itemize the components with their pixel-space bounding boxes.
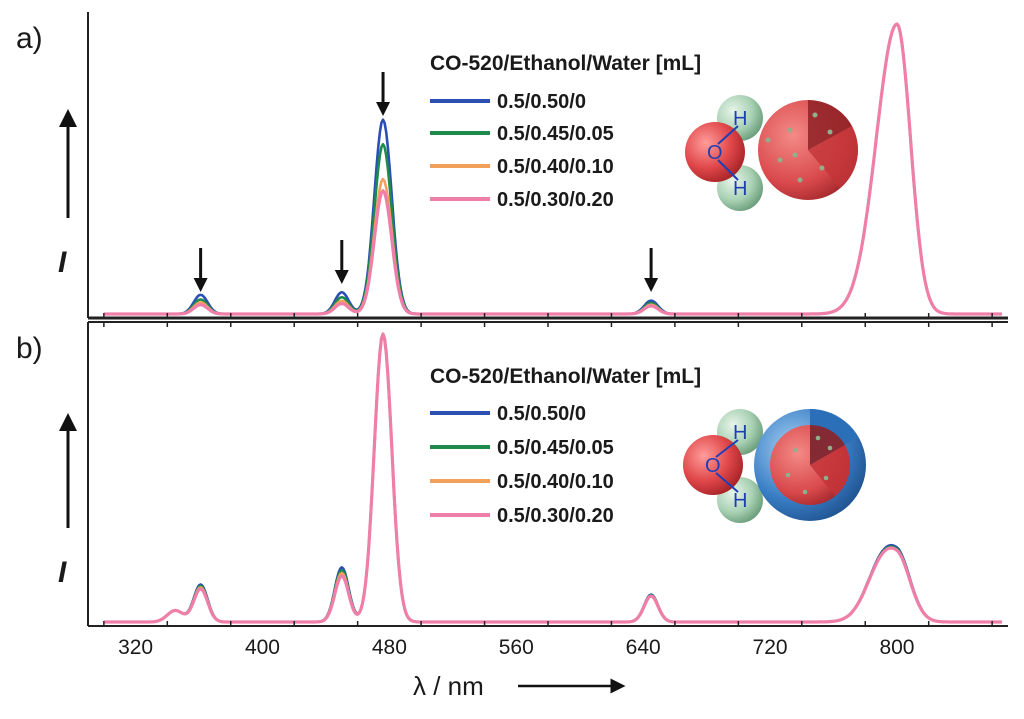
panel-a-nanoparticle-core	[758, 99, 858, 200]
panel-a-legend: CO-520/Ethanol/Water [mL] 0.5/0.50/0 0.5…	[430, 52, 701, 211]
legend-b-label-3: 0.5/0.30/0.20	[497, 505, 614, 527]
h-letter-bottom: H	[733, 490, 747, 512]
oh-bond-bottom	[715, 472, 739, 493]
panel-a-legend-title: CO-520/Ethanol/Water [mL]	[430, 52, 701, 75]
legend-a-label-3: 0.5/0.30/0.20	[497, 189, 614, 211]
legend-a-label-2: 0.5/0.40/0.10	[497, 156, 614, 178]
h-letter-top: H	[733, 108, 747, 130]
x-tick-label-640: 640	[626, 636, 661, 659]
panel-b-water-molecule: H O H	[683, 409, 763, 523]
legend-a-label-1: 0.5/0.45/0.05	[497, 123, 614, 145]
panel-a-water-molecule: H O H	[685, 95, 763, 211]
x-axis-label: λ / nm	[413, 671, 484, 701]
h-letter-top: H	[733, 422, 747, 444]
h-letter-bottom: H	[733, 178, 747, 200]
panel-b-label: b)	[16, 332, 43, 365]
x-tick-label-720: 720	[753, 636, 788, 659]
panel-b-legend-title: CO-520/Ethanol/Water [mL]	[430, 365, 701, 388]
x-tick-label-560: 560	[499, 636, 534, 659]
x-tick-label-320: 320	[118, 636, 153, 659]
o-letter: O	[707, 142, 723, 164]
peak-marker-arrowhead-3	[644, 278, 659, 292]
panel-a-series-3-line	[103, 22, 1002, 316]
legend-a-label-0: 0.5/0.50/0	[497, 91, 586, 113]
legend-b-label-2: 0.5/0.40/0.10	[497, 471, 614, 493]
peak-marker-arrowhead-1	[334, 270, 349, 284]
oh-bond-top	[717, 125, 739, 145]
o-letter: O	[705, 455, 721, 477]
legend-b-label-0: 0.5/0.50/0	[497, 403, 586, 425]
panel-b-curves	[103, 332, 1002, 624]
oh-bond-top	[715, 439, 739, 458]
peak-marker-arrowhead-2	[376, 102, 391, 116]
panel-b-y-label: I	[58, 556, 67, 589]
panel-a-peak-markers	[193, 72, 659, 292]
legend-b-label-1: 0.5/0.45/0.05	[497, 437, 614, 459]
oh-bond-bottom	[717, 159, 739, 181]
panel-b-core-shell-nanoparticle	[754, 409, 866, 521]
oxygen-atom	[683, 435, 743, 495]
x-tick-label-400: 400	[245, 636, 280, 659]
panel-a-y-label: I	[58, 246, 67, 279]
x-axis-ticks: 320 400 480 560 640 720 800	[103, 313, 993, 659]
peak-marker-arrowhead-0	[193, 278, 208, 292]
x-tick-label-480: 480	[372, 636, 407, 659]
panel-b-legend: CO-520/Ethanol/Water [mL] 0.5/0.50/0 0.5…	[430, 365, 701, 527]
panel-a-curves	[103, 22, 1002, 316]
x-tick-label-800: 800	[879, 636, 914, 659]
oxygen-atom	[685, 122, 745, 182]
panel-b-series-3-line	[103, 332, 1002, 624]
panel-a-label: a)	[16, 22, 43, 55]
